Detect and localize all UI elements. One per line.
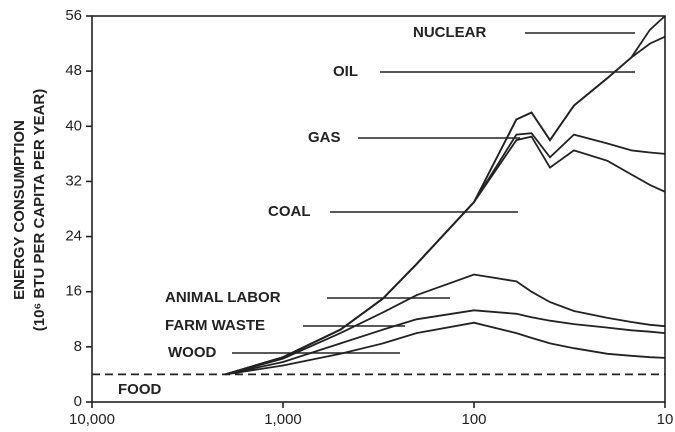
y-tick-label: 32 [65, 172, 82, 189]
series-label: WOOD [168, 344, 216, 361]
y-axis-label: (10⁶ BTU PER CAPITA PER YEAR) [31, 89, 48, 332]
series-label: NUCLEAR [413, 24, 486, 41]
series-line [225, 273, 666, 376]
y-tick-label: 48 [65, 62, 82, 79]
series-label: FARM WASTE [165, 317, 265, 334]
series-label: COAL [268, 203, 311, 220]
series-line [225, 15, 666, 376]
y-tick-label: 56 [65, 7, 82, 24]
x-tick-label: 1,000 [264, 411, 302, 428]
x-tick-label: 100 [461, 411, 486, 428]
x-tick-label: 10,000 [69, 411, 115, 428]
y-axis-label: ENERGY CONSUMPTION [11, 120, 28, 300]
y-tick-label: 24 [65, 228, 82, 245]
series-label: GAS [308, 129, 341, 146]
series-line [225, 135, 666, 376]
series-label: ANIMAL LABOR [165, 289, 281, 306]
y-tick-label: 40 [65, 117, 82, 134]
y-tick-label: 16 [65, 283, 82, 300]
x-tick-label: 10 [657, 411, 674, 428]
series-line [225, 321, 666, 376]
plot-frame [91, 15, 666, 403]
y-tick-label: 0 [74, 393, 82, 410]
series-line [225, 309, 666, 376]
y-tick-label: 8 [74, 338, 82, 355]
series-label: OIL [333, 63, 358, 80]
series-line [225, 132, 666, 376]
series-label: FOOD [118, 381, 161, 398]
